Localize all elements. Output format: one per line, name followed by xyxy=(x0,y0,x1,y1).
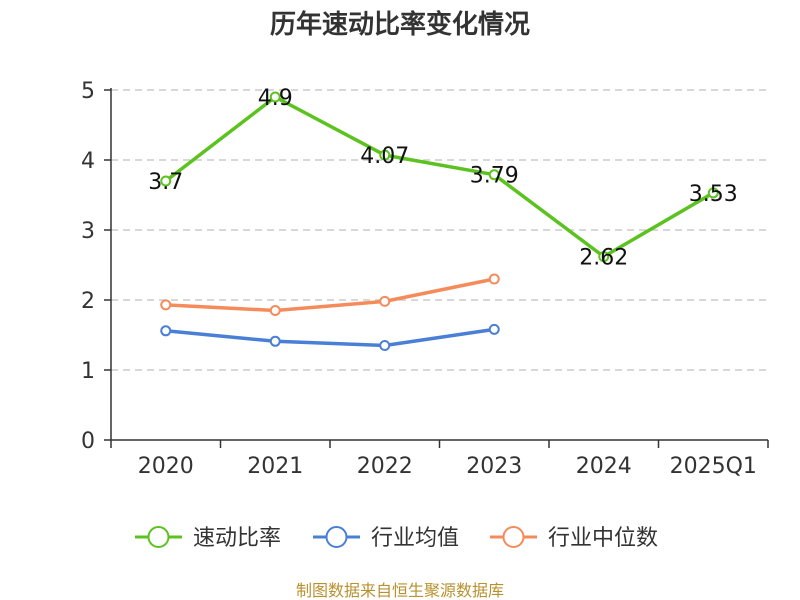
data-point xyxy=(379,295,391,307)
data-label: 3.79 xyxy=(470,164,519,189)
series-line xyxy=(165,327,495,348)
series-layer xyxy=(160,91,719,351)
data-point xyxy=(269,305,281,316)
data-point xyxy=(598,251,610,263)
data-point xyxy=(379,149,391,161)
data-point xyxy=(488,169,500,181)
x-tick-label: 2025Q1 xyxy=(670,454,757,479)
data-labels: 3.7 4.9 4.07 3.79 2.62 3.53 xyxy=(148,86,737,271)
y-tick-label: 2 xyxy=(81,289,95,314)
x-tick-label: 2023 xyxy=(466,454,522,479)
data-point xyxy=(160,325,172,337)
legend-marker xyxy=(325,526,348,548)
x-tick-label: 2024 xyxy=(576,454,632,479)
legend-label: 行业均值 xyxy=(371,526,459,551)
y-tick-label: 0 xyxy=(81,429,95,454)
x-tick-label: 2020 xyxy=(138,454,194,479)
y-tick-label: 1 xyxy=(81,359,95,384)
y-tick-label: 3 xyxy=(81,219,95,244)
y-tick-label: 4 xyxy=(81,149,95,174)
legend-label: 速动比率 xyxy=(193,526,281,551)
x-tick-label: 2021 xyxy=(247,454,303,479)
data-label: 4.9 xyxy=(258,86,293,111)
legend: 速动比率 行业均值 行业中位数 xyxy=(135,526,658,551)
y-tick-label: 5 xyxy=(81,79,95,104)
legend-marker xyxy=(147,526,170,548)
x-tick-label: 2022 xyxy=(357,454,413,479)
data-point xyxy=(160,175,172,187)
chart-title: 历年速动比率变化情况 xyxy=(270,9,530,40)
legend-label: 行业中位数 xyxy=(548,526,658,551)
axes: 0 1 2 3 4 5 2020 2021 2022 2023 2024 2025Q1 xyxy=(81,79,769,479)
data-point xyxy=(269,335,281,347)
legend-marker xyxy=(502,526,525,548)
source-note: 制图数据来自恒生聚源数据库 xyxy=(296,581,504,600)
data-point xyxy=(160,299,172,311)
data-label: 4.07 xyxy=(360,144,409,169)
grid xyxy=(111,89,768,371)
data-point xyxy=(488,273,500,285)
data-point xyxy=(488,323,500,335)
data-point xyxy=(269,91,281,103)
data-label: 2.62 xyxy=(579,246,628,271)
data-point xyxy=(707,187,719,199)
data-point xyxy=(379,340,391,351)
data-label: 3.53 xyxy=(689,182,738,207)
series-line xyxy=(164,95,715,259)
data-label: 3.7 xyxy=(148,170,183,195)
series-line xyxy=(165,277,495,313)
